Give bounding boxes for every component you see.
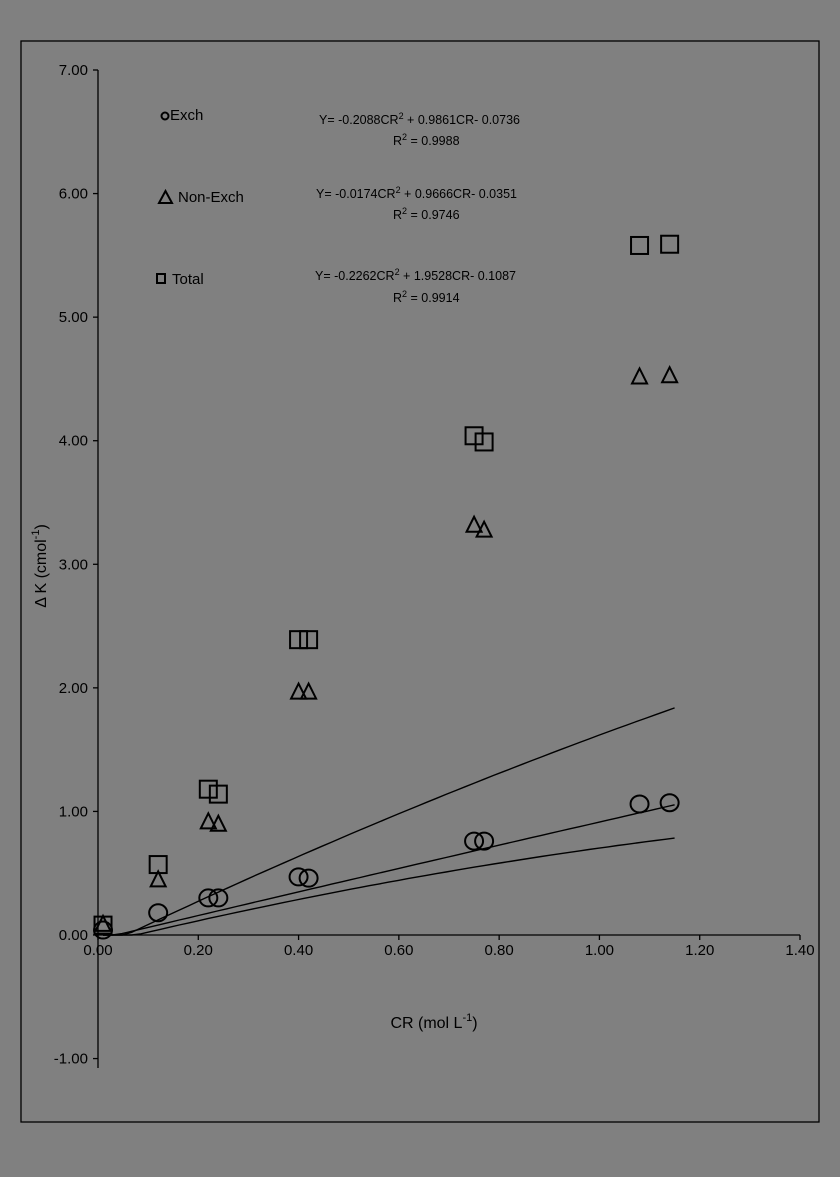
legend-circle-icon [160, 111, 170, 121]
non-exch-point-6 [464, 514, 484, 533]
exch-point-7 [474, 831, 495, 851]
equation-non-exch: Y= -0.0174CR2 + 0.9666CR- 0.0351 [316, 185, 517, 201]
exch-point-4 [288, 867, 309, 887]
non-exch-point-1 [149, 869, 168, 888]
x-tick-label-2: 0.40 [284, 942, 313, 959]
equation-exch: Y= -0.2088CR2 + 0.9861CR- 0.0736 [319, 111, 520, 127]
y-tick-label-1: 6.00 [59, 186, 88, 203]
legend-label-total: Total [172, 271, 204, 288]
y-tick-label-6: 1.00 [59, 803, 88, 820]
fit-line-total [103, 707, 675, 936]
total-point-2 [198, 779, 218, 799]
non-exch-point-7 [474, 519, 494, 538]
y-tick-label-3: 4.00 [59, 433, 88, 450]
non-exch-point-2 [199, 811, 218, 830]
total-point-9 [660, 234, 680, 254]
total-point-5 [299, 630, 319, 650]
legend-triangle-icon [157, 188, 174, 204]
r2-non-exch: R2 = 0.9746 [393, 206, 460, 222]
exch-point-9 [659, 793, 680, 813]
figure-frame [20, 40, 820, 1123]
y-axis-title: Δ K (cmol-1) [30, 524, 50, 608]
equations: Y= -0.2088CR2 + 0.9861CR- 0.0736 R2 = 0.… [315, 111, 520, 305]
non-exch-point-8 [630, 366, 649, 385]
x-axis-ticks: 0.00 0.20 0.40 0.60 0.80 1.00 1.20 1.40 [83, 935, 815, 959]
equation-total: Y= -0.2262CR2 + 1.9528CR- 0.1087 [315, 267, 516, 283]
r2-exch: R2 = 0.9988 [393, 132, 460, 148]
legend-label-non-exch: Non-Exch [178, 189, 244, 206]
total-point-7 [474, 432, 494, 452]
exch-point-6 [464, 831, 485, 851]
exch-point-2 [198, 888, 219, 908]
r2-total: R2 = 0.9914 [393, 289, 460, 305]
y-tick-label-7: 0.00 [59, 927, 88, 944]
y-tick-label-5: 2.00 [59, 680, 88, 697]
total-point-8 [630, 235, 650, 255]
fit-line-non-exch [103, 804, 675, 936]
x-tick-label-3: 0.60 [384, 942, 413, 959]
legend: Exch Non-Exch Total [156, 107, 244, 288]
fit-line-exch [103, 837, 675, 936]
non-exch-point-5 [299, 681, 318, 700]
legend-entry-total: Total [156, 271, 204, 288]
x-tick-label-7: 1.40 [785, 942, 814, 959]
y-tick-label-2: 5.00 [59, 309, 88, 326]
total-point-1 [148, 855, 168, 875]
exch-point-1 [148, 903, 169, 923]
legend-entry-non-exch: Non-Exch [157, 188, 244, 206]
non-exch-point-9 [660, 364, 679, 384]
legend-label-exch: Exch [170, 107, 203, 124]
total-point-6 [464, 426, 484, 446]
non-exch-point-0 [93, 913, 113, 932]
x-tick-label-4: 0.80 [485, 942, 514, 959]
total-point-3 [208, 784, 228, 804]
x-tick-label-5: 1.00 [585, 942, 614, 959]
fit-lines [103, 707, 675, 936]
data-markers [93, 234, 680, 940]
y-tick-label-0: 7.00 [59, 62, 88, 79]
x-tick-label-6: 1.20 [685, 942, 714, 959]
exch-point-5 [298, 868, 319, 888]
exch-point-3 [208, 888, 229, 908]
legend-square-icon [156, 273, 166, 284]
y-tick-label-4: 3.00 [59, 556, 88, 573]
legend-entry-exch: Exch [160, 107, 203, 124]
non-exch-point-3 [209, 813, 228, 832]
x-tick-label-1: 0.20 [184, 942, 213, 959]
x-axis-title: CR (mol L-1) [390, 1012, 477, 1032]
total-point-0 [93, 915, 113, 935]
x-tick-label-0: 0.00 [83, 942, 112, 959]
y-tick-label-8: -1.00 [54, 1051, 88, 1068]
y-axis-ticks: 7.00 6.00 5.00 4.00 3.00 2.00 1.00 0.00 -1.00 [54, 62, 98, 1068]
non-exch-point-4 [289, 681, 308, 700]
exch-point-8 [629, 794, 650, 814]
total-point-4 [289, 630, 309, 650]
